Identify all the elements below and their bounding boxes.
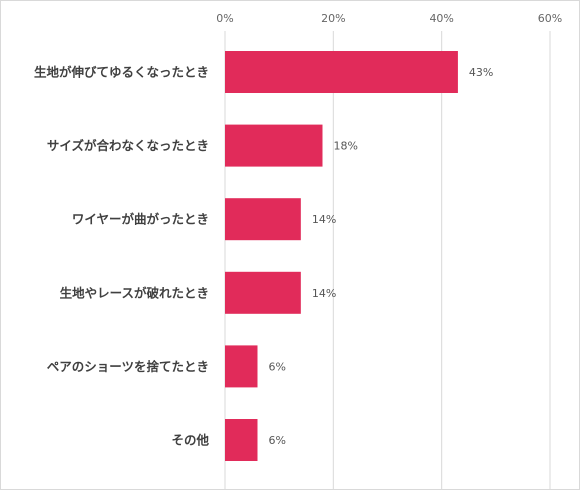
category-labels: 生地が伸びてゆるくなったときサイズが合わなくなったときワイヤーが曲がったとき生地… (34, 65, 210, 448)
tick-label-40: 40% (429, 12, 453, 25)
tick-label-0: 0% (216, 12, 233, 25)
category-label-2: ワイヤーが曲がったとき (72, 212, 209, 227)
value-label-3: 14% (312, 287, 336, 300)
bar-2 (225, 198, 301, 241)
category-label-1: サイズが合わなくなったとき (47, 138, 209, 153)
category-label-0: 生地が伸びてゆるくなったとき (34, 65, 209, 80)
bar-5 (225, 419, 258, 461)
value-labels: 43% 18% 14% 14% 6% 6% (269, 66, 494, 447)
x-axis-ticks: 0% 20% 40% 60% (216, 12, 562, 25)
bar-4 (225, 345, 258, 388)
bar-3 (225, 271, 301, 314)
tick-label-60: 60% (538, 12, 562, 25)
value-label-0: 43% (469, 66, 493, 79)
category-label-5: その他 (171, 433, 209, 448)
value-label-4: 6% (269, 360, 286, 373)
category-label-3: 生地やレースが破れたとき (60, 285, 209, 300)
category-label-4: ペアのショーツを捨てたとき (47, 359, 209, 374)
value-label-1: 18% (334, 140, 358, 153)
gridlines (224, 31, 551, 489)
bar-0 (225, 51, 458, 93)
bar-1 (225, 124, 323, 167)
tick-label-20: 20% (321, 12, 345, 25)
bars (225, 51, 458, 461)
value-label-2: 14% (312, 213, 336, 226)
value-label-5: 6% (269, 434, 286, 447)
